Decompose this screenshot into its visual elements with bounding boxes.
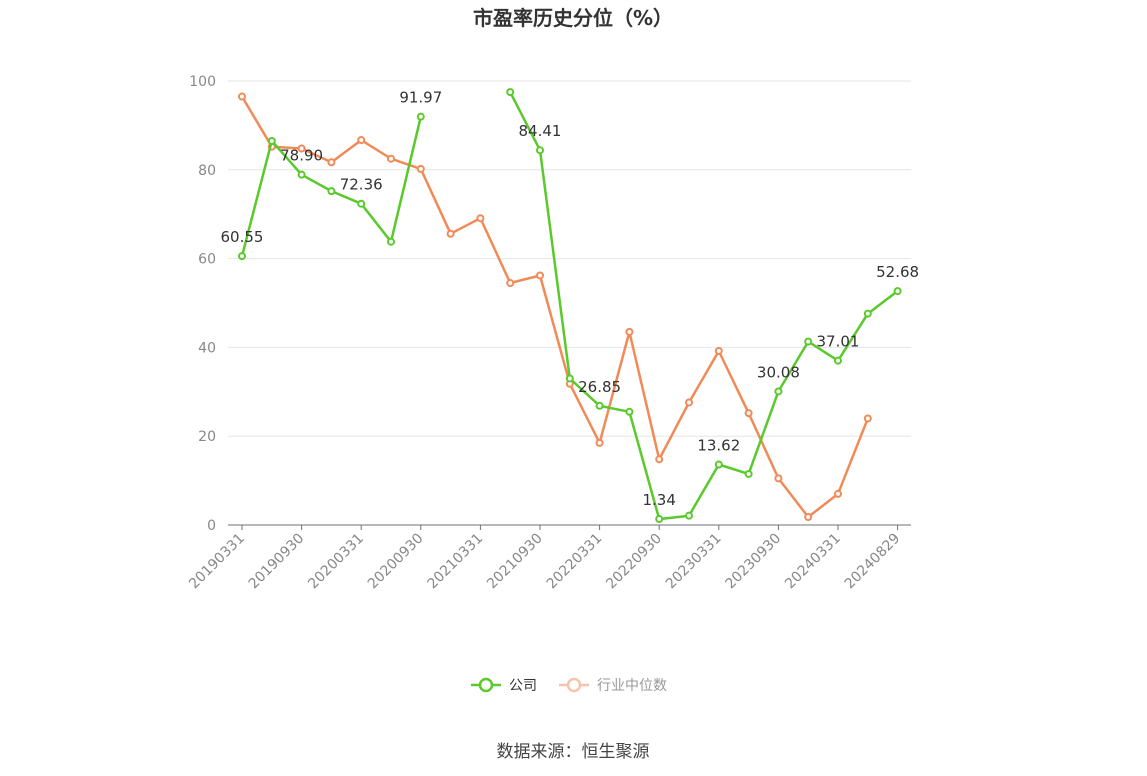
- data-source-note: 数据来源：恒生聚源: [497, 742, 650, 762]
- legend-label-industry-median: 行业中位数: [597, 678, 667, 694]
- data-point-industry-median[interactable]: [863, 414, 872, 423]
- data-point-company[interactable]: [863, 309, 872, 318]
- y-tick-label: 100: [189, 74, 216, 90]
- data-point-industry-median[interactable]: [685, 398, 693, 407]
- legend: 公司 行业中位数: [471, 677, 667, 694]
- data-label-company: 37.01: [817, 333, 860, 351]
- data-label-company: 72.36: [340, 176, 383, 194]
- x-tick-label: 20190930: [246, 531, 308, 593]
- data-label-company: 1.34: [642, 491, 675, 509]
- data-point-company[interactable]: [238, 252, 246, 261]
- data-point-company[interactable]: [267, 136, 276, 145]
- data-point-industry-median[interactable]: [804, 513, 813, 522]
- x-tick-label: 20200930: [365, 531, 427, 593]
- legend-item-company[interactable]: 公司: [471, 677, 537, 694]
- data-point-company[interactable]: [744, 469, 753, 478]
- grid-layer: [228, 80, 911, 437]
- data-label-company: 60.55: [221, 228, 264, 246]
- x-tick-label: 20220930: [603, 531, 665, 593]
- legend-label-company: 公司: [509, 678, 537, 694]
- data-label-company: 91.97: [399, 89, 442, 107]
- y-tick-label: 20: [198, 429, 216, 445]
- data-point-industry-median[interactable]: [536, 271, 544, 280]
- data-point-company[interactable]: [834, 356, 842, 365]
- data-point-industry-median[interactable]: [357, 136, 366, 145]
- data-label-company: 30.08: [757, 363, 800, 381]
- x-tick-label: 20200331: [305, 531, 367, 593]
- x-tick-label: 20210930: [484, 531, 546, 593]
- x-tick-label: 20230331: [663, 531, 725, 593]
- data-point-industry-median[interactable]: [655, 455, 664, 464]
- series-layer: [238, 88, 902, 524]
- chart-title: 市盈率历史分位（%）: [473, 6, 673, 30]
- x-tick-label: 20240331: [782, 531, 844, 593]
- data-point-company[interactable]: [655, 515, 664, 524]
- data-point-industry-median[interactable]: [595, 438, 604, 447]
- data-point-company[interactable]: [685, 511, 693, 520]
- data-label-company: 13.62: [697, 437, 740, 455]
- data-point-industry-median[interactable]: [327, 158, 336, 167]
- data-point-industry-median[interactable]: [506, 279, 515, 288]
- x-tick-label: 20240829: [842, 531, 904, 593]
- data-point-industry-median[interactable]: [744, 409, 753, 418]
- data-point-company[interactable]: [625, 407, 634, 416]
- x-tick-label: 20210331: [425, 531, 487, 593]
- legend-marker-company: [478, 677, 494, 693]
- data-point-company[interactable]: [595, 401, 604, 410]
- data-point-company[interactable]: [357, 199, 366, 208]
- data-point-industry-median[interactable]: [834, 489, 842, 498]
- data-point-industry-median[interactable]: [774, 474, 783, 483]
- data-point-company[interactable]: [297, 170, 306, 179]
- data-point-industry-median[interactable]: [476, 214, 485, 223]
- data-label-company: 84.41: [519, 122, 562, 140]
- data-point-company[interactable]: [714, 460, 723, 469]
- data-label-company: 52.68: [876, 263, 919, 281]
- legend-marker-industry-median: [566, 677, 582, 693]
- y-tick-label: 80: [198, 163, 216, 179]
- y-tick-label: 60: [198, 252, 216, 268]
- data-point-industry-median[interactable]: [446, 229, 455, 238]
- data-label-company: 78.90: [280, 147, 323, 165]
- data-point-company[interactable]: [565, 374, 574, 383]
- data-point-company[interactable]: [327, 187, 336, 196]
- data-point-industry-median[interactable]: [297, 144, 306, 153]
- legend-item-industry-median[interactable]: 行业中位数: [559, 677, 667, 694]
- data-point-company[interactable]: [416, 112, 425, 121]
- data-label-company: 26.85: [578, 378, 621, 396]
- data-label-layer: 60.55 78.90 72.36 91.97 84.41 26.85 1.34 13.62 3…: [221, 89, 920, 509]
- data-point-company[interactable]: [804, 337, 813, 346]
- data-point-industry-median[interactable]: [387, 154, 395, 163]
- data-point-company[interactable]: [774, 387, 783, 396]
- data-point-company[interactable]: [893, 287, 902, 296]
- y-tick-label: 40: [198, 340, 216, 356]
- x-tick-label: 20220331: [544, 531, 606, 593]
- data-point-industry-median[interactable]: [416, 164, 425, 173]
- data-point-industry-median[interactable]: [714, 346, 723, 355]
- data-point-industry-median[interactable]: [625, 327, 634, 336]
- y-tick-label: 0: [207, 518, 216, 534]
- data-point-company[interactable]: [536, 146, 544, 155]
- series-line-industry-median: [240, 95, 869, 519]
- x-tick-label: 20190331: [186, 531, 248, 593]
- data-point-industry-median[interactable]: [238, 92, 246, 101]
- data-point-company[interactable]: [506, 88, 515, 97]
- x-tick-label: 20230930: [723, 531, 785, 593]
- data-point-company[interactable]: [387, 237, 395, 246]
